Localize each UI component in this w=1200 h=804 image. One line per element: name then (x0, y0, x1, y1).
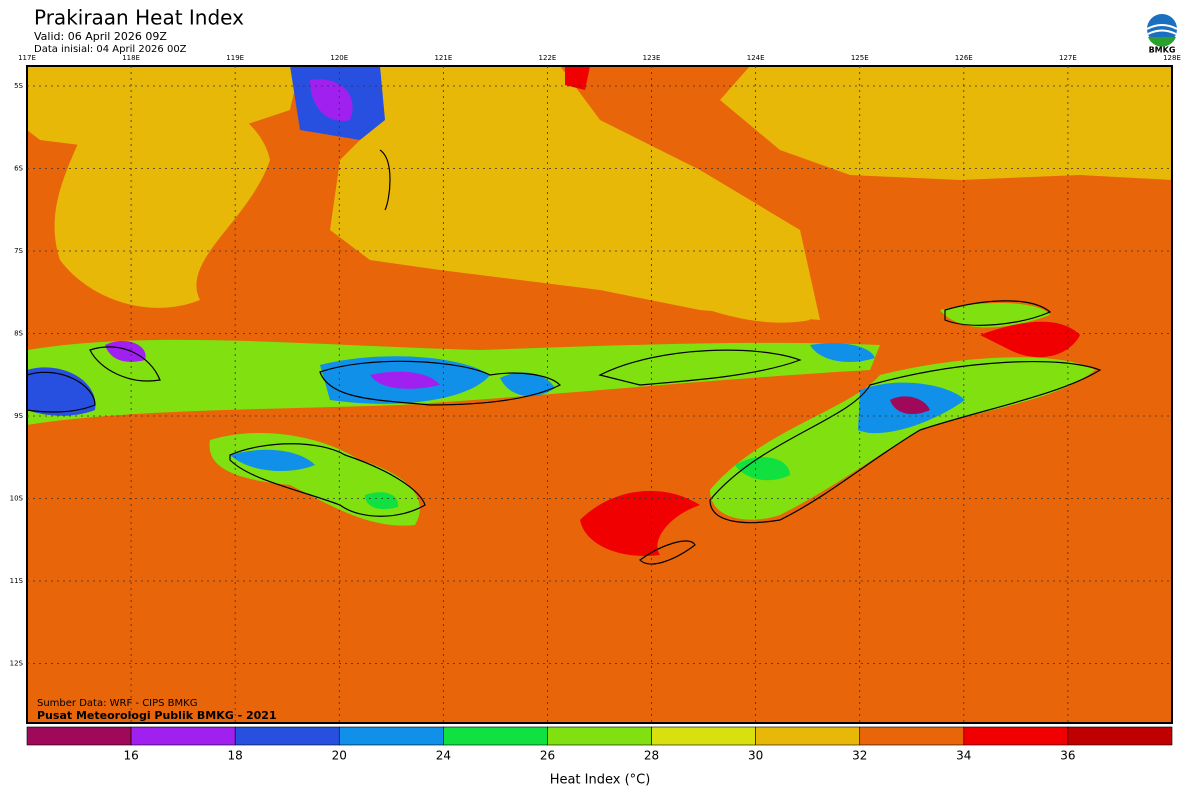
colorbar-swatch (755, 726, 861, 746)
longitude-label: 127E (1059, 54, 1077, 62)
colorbar-tick-label: 24 (436, 749, 451, 763)
longitude-label: 122E (539, 54, 557, 62)
colorbar-swatch (547, 726, 652, 746)
colorbar-swatch (443, 726, 548, 746)
latitude-label: 7S (14, 247, 23, 255)
logo-text: BMKG (1149, 46, 1176, 55)
longitude-label: 118E (122, 54, 140, 62)
colorbar-tick-label: 30 (748, 749, 763, 763)
longitude-label: 128E (1163, 54, 1181, 62)
colorbar-tick-label: 20 (332, 749, 347, 763)
latitude-label: 8S (14, 330, 23, 338)
colorbar-swatch (859, 726, 965, 746)
longitude-label: 120E (330, 54, 348, 62)
credit-note: Pusat Meteorologi Publik BMKG - 2021 (37, 709, 277, 722)
colorbar-swatch (130, 726, 236, 746)
longitude-label: 125E (851, 54, 869, 62)
longitude-label: 117E (18, 54, 36, 62)
colorbar-swatch (338, 726, 444, 746)
colorbar-swatch (234, 726, 340, 746)
colorbar-tick-label: 34 (956, 749, 971, 763)
map-frame (26, 65, 1173, 724)
longitude-label: 124E (747, 54, 765, 62)
colorbar-swatch (1067, 726, 1173, 746)
latitude-label: 10S (10, 495, 24, 503)
colorbar-tick-label: 32 (852, 749, 867, 763)
latitude-label: 6S (14, 165, 23, 173)
colorbar-tick-label: 36 (1060, 749, 1075, 763)
colorbar-tick-label: 28 (644, 749, 659, 763)
colorbar-swatch (963, 726, 1069, 746)
colorbar-tick-label: 16 (123, 749, 138, 763)
longitude-label: 121E (434, 54, 452, 62)
colorbar-swatch (651, 726, 756, 746)
valid-time: Valid: 06 April 2026 09Z (34, 30, 167, 43)
latitude-label: 11S (10, 577, 24, 585)
title: Prakiraan Heat Index (34, 6, 244, 30)
colorbar-swatch (26, 726, 132, 746)
latitude-label: 9S (14, 412, 23, 420)
latitude-label: 5S (14, 82, 23, 90)
longitude-label: 126E (955, 54, 973, 62)
colorbar-tick-label: 26 (540, 749, 555, 763)
map (26, 66, 1172, 723)
longitude-label: 123E (643, 54, 661, 62)
longitude-label: 119E (226, 54, 244, 62)
colorbar-tick-label: 18 (228, 749, 243, 763)
initial-time: Data inisial: 04 April 2026 00Z (34, 44, 187, 55)
source-note: Sumber Data: WRF - CIPS BMKG (37, 698, 197, 709)
latitude-label: 12S (10, 660, 24, 668)
logo: BMKG (1146, 14, 1178, 55)
colorbar-label: Heat Index (°C) (550, 773, 651, 788)
